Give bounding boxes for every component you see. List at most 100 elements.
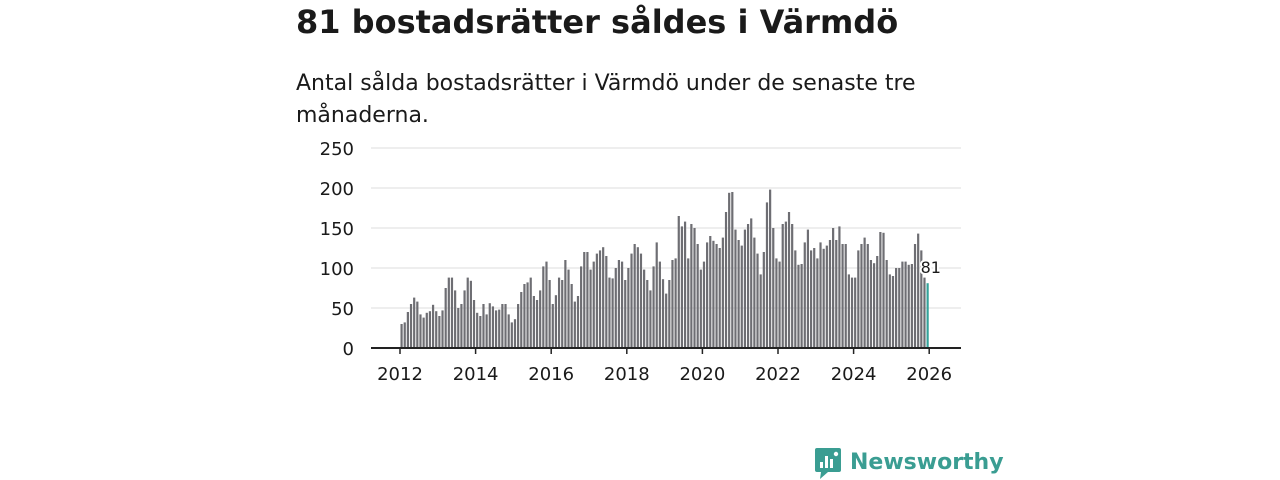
bar bbox=[737, 240, 740, 348]
bar bbox=[841, 244, 844, 348]
bar bbox=[882, 232, 885, 348]
bar bbox=[809, 250, 813, 348]
bar bbox=[803, 242, 806, 348]
bar bbox=[677, 216, 680, 348]
bar bbox=[784, 221, 787, 348]
bar bbox=[832, 228, 835, 348]
bar bbox=[791, 224, 794, 348]
bar bbox=[746, 224, 750, 348]
bar bbox=[649, 290, 652, 348]
bar bbox=[907, 264, 910, 348]
bar bbox=[709, 236, 712, 348]
bar bbox=[869, 260, 873, 348]
bar bbox=[718, 248, 721, 348]
bar bbox=[806, 229, 810, 348]
bar bbox=[787, 212, 791, 348]
bar bbox=[413, 297, 416, 348]
x-tick-label: 2024 bbox=[831, 364, 877, 385]
bar bbox=[639, 253, 643, 348]
bar bbox=[431, 304, 435, 348]
bar bbox=[706, 242, 709, 348]
bar bbox=[844, 244, 847, 348]
bar bbox=[898, 268, 901, 348]
bar bbox=[734, 229, 737, 348]
bar bbox=[652, 266, 655, 348]
bar bbox=[876, 256, 879, 348]
bar bbox=[605, 256, 608, 348]
bar bbox=[759, 274, 762, 348]
bar bbox=[724, 212, 728, 348]
x-tick-label: 2020 bbox=[679, 364, 725, 385]
bar bbox=[813, 248, 816, 348]
bar bbox=[602, 247, 605, 348]
bar bbox=[494, 310, 498, 348]
bar bbox=[488, 303, 491, 348]
bar bbox=[400, 324, 403, 348]
bar bbox=[765, 202, 769, 348]
x-tick-label: 2014 bbox=[453, 364, 499, 385]
bar bbox=[482, 304, 485, 348]
bar bbox=[504, 304, 507, 348]
bar bbox=[450, 277, 454, 348]
bar bbox=[769, 189, 772, 348]
bar bbox=[441, 310, 444, 348]
bar bbox=[696, 244, 699, 348]
bar bbox=[469, 280, 472, 348]
bar bbox=[532, 296, 535, 348]
bar bbox=[428, 311, 432, 348]
bar bbox=[728, 192, 731, 348]
bar bbox=[753, 237, 756, 348]
bar bbox=[463, 290, 466, 348]
bar bbox=[699, 269, 702, 348]
bar bbox=[419, 314, 422, 348]
bar bbox=[444, 288, 447, 348]
bar bbox=[592, 261, 595, 348]
bar bbox=[570, 284, 573, 348]
bar bbox=[828, 240, 832, 348]
bar bbox=[573, 301, 576, 348]
bar bbox=[586, 252, 589, 348]
bar bbox=[409, 304, 413, 348]
bar bbox=[406, 312, 409, 348]
bar bbox=[485, 314, 488, 348]
bar bbox=[800, 264, 803, 348]
bar bbox=[721, 237, 724, 348]
bars bbox=[400, 189, 929, 348]
y-axis: 0 50 100 150 200 250 bbox=[320, 139, 354, 360]
bar bbox=[595, 253, 598, 348]
bar bbox=[822, 248, 825, 348]
bar bbox=[551, 304, 554, 348]
bar bbox=[879, 232, 882, 348]
bar bbox=[466, 277, 469, 348]
bar bbox=[539, 290, 542, 348]
x-axis: 2012 2014 2016 2018 2020 2022 2024 2026 bbox=[377, 348, 952, 385]
x-tick-label: 2022 bbox=[755, 364, 801, 385]
bar bbox=[472, 300, 476, 348]
bar bbox=[557, 277, 561, 348]
bar bbox=[501, 304, 504, 348]
y-tick-label: 50 bbox=[331, 299, 354, 320]
bar bbox=[564, 260, 567, 348]
bar bbox=[447, 277, 450, 348]
bar bbox=[620, 261, 624, 348]
bar bbox=[668, 280, 671, 348]
bar bbox=[454, 290, 457, 348]
bar bbox=[715, 244, 718, 348]
bar bbox=[661, 279, 665, 348]
bar bbox=[507, 314, 510, 348]
bar bbox=[457, 308, 460, 348]
bar bbox=[646, 280, 649, 348]
bar bbox=[901, 261, 904, 348]
bar bbox=[561, 280, 564, 348]
bar bbox=[655, 242, 658, 348]
bar bbox=[797, 264, 800, 348]
bar bbox=[850, 277, 854, 348]
bar bbox=[772, 228, 775, 348]
bar bbox=[614, 268, 617, 348]
bar bbox=[857, 250, 860, 348]
highlight-value-label: 81 bbox=[921, 258, 941, 277]
bar bbox=[674, 258, 677, 348]
bar bbox=[702, 261, 706, 348]
bar bbox=[854, 277, 857, 348]
bar bbox=[891, 276, 895, 348]
